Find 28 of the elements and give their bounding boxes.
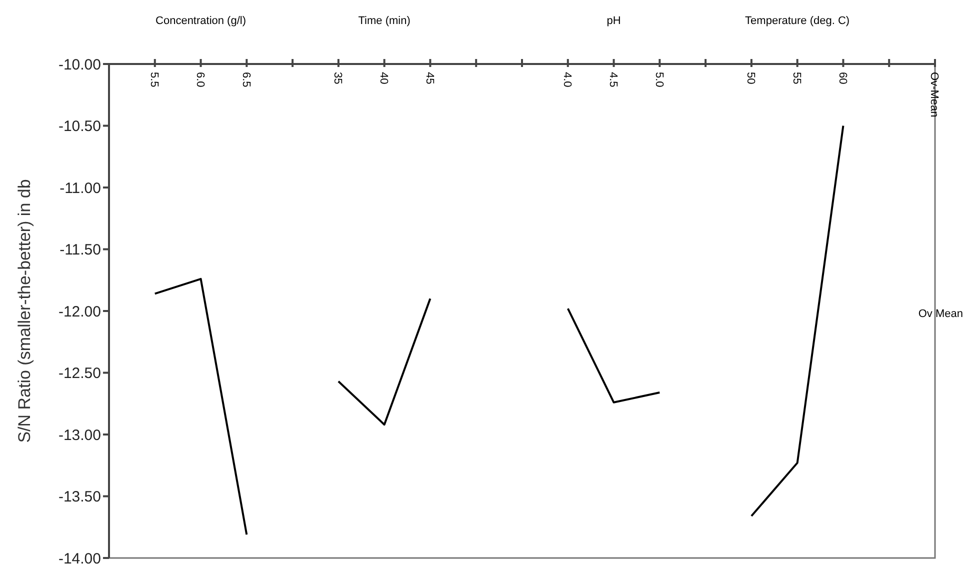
text: Temperature (deg. C) [745,15,850,27]
x-tick-label: 50 [744,72,757,84]
y-tick-label: -12.50 [58,365,101,382]
y-tick-label: -13.50 [58,488,101,506]
x-tick-label: 5.5 [148,72,160,88]
y-tick-label: -14.00 [58,550,101,568]
x-tick-label: 6.0 [194,72,206,88]
text: pH [606,15,621,27]
x-tick-label: 5.0 [652,72,665,88]
y-tick-label: -12.00 [58,303,101,320]
text: Time (min) [358,15,410,27]
x-tick-label: Ov-Mean [928,72,940,118]
x-tick-label: 35 [332,72,344,84]
x-tick-label: 40 [377,72,390,84]
x-tick-label: 4.0 [561,72,574,88]
y-tick-label: -11.00 [60,180,101,197]
x-tick-label: 4.5 [606,72,619,88]
x-tick-label: 55 [790,72,802,84]
y-tick-label: -11.50 [60,242,101,258]
annotation: Ov Mean [918,308,963,320]
y-axis-title: S/N Ratio (smaller-the-better) in db [15,179,34,443]
y-tick-label: -10.00 [58,56,101,74]
y-tick-label: -13.00 [58,426,101,444]
x-tick-label: 6.5 [240,72,252,88]
y-tick-label: -10.50 [58,118,101,135]
x-tick-label: 60 [836,72,848,84]
x-tick-label: 45 [423,72,436,84]
text: Concentration (g/l) [156,15,246,27]
